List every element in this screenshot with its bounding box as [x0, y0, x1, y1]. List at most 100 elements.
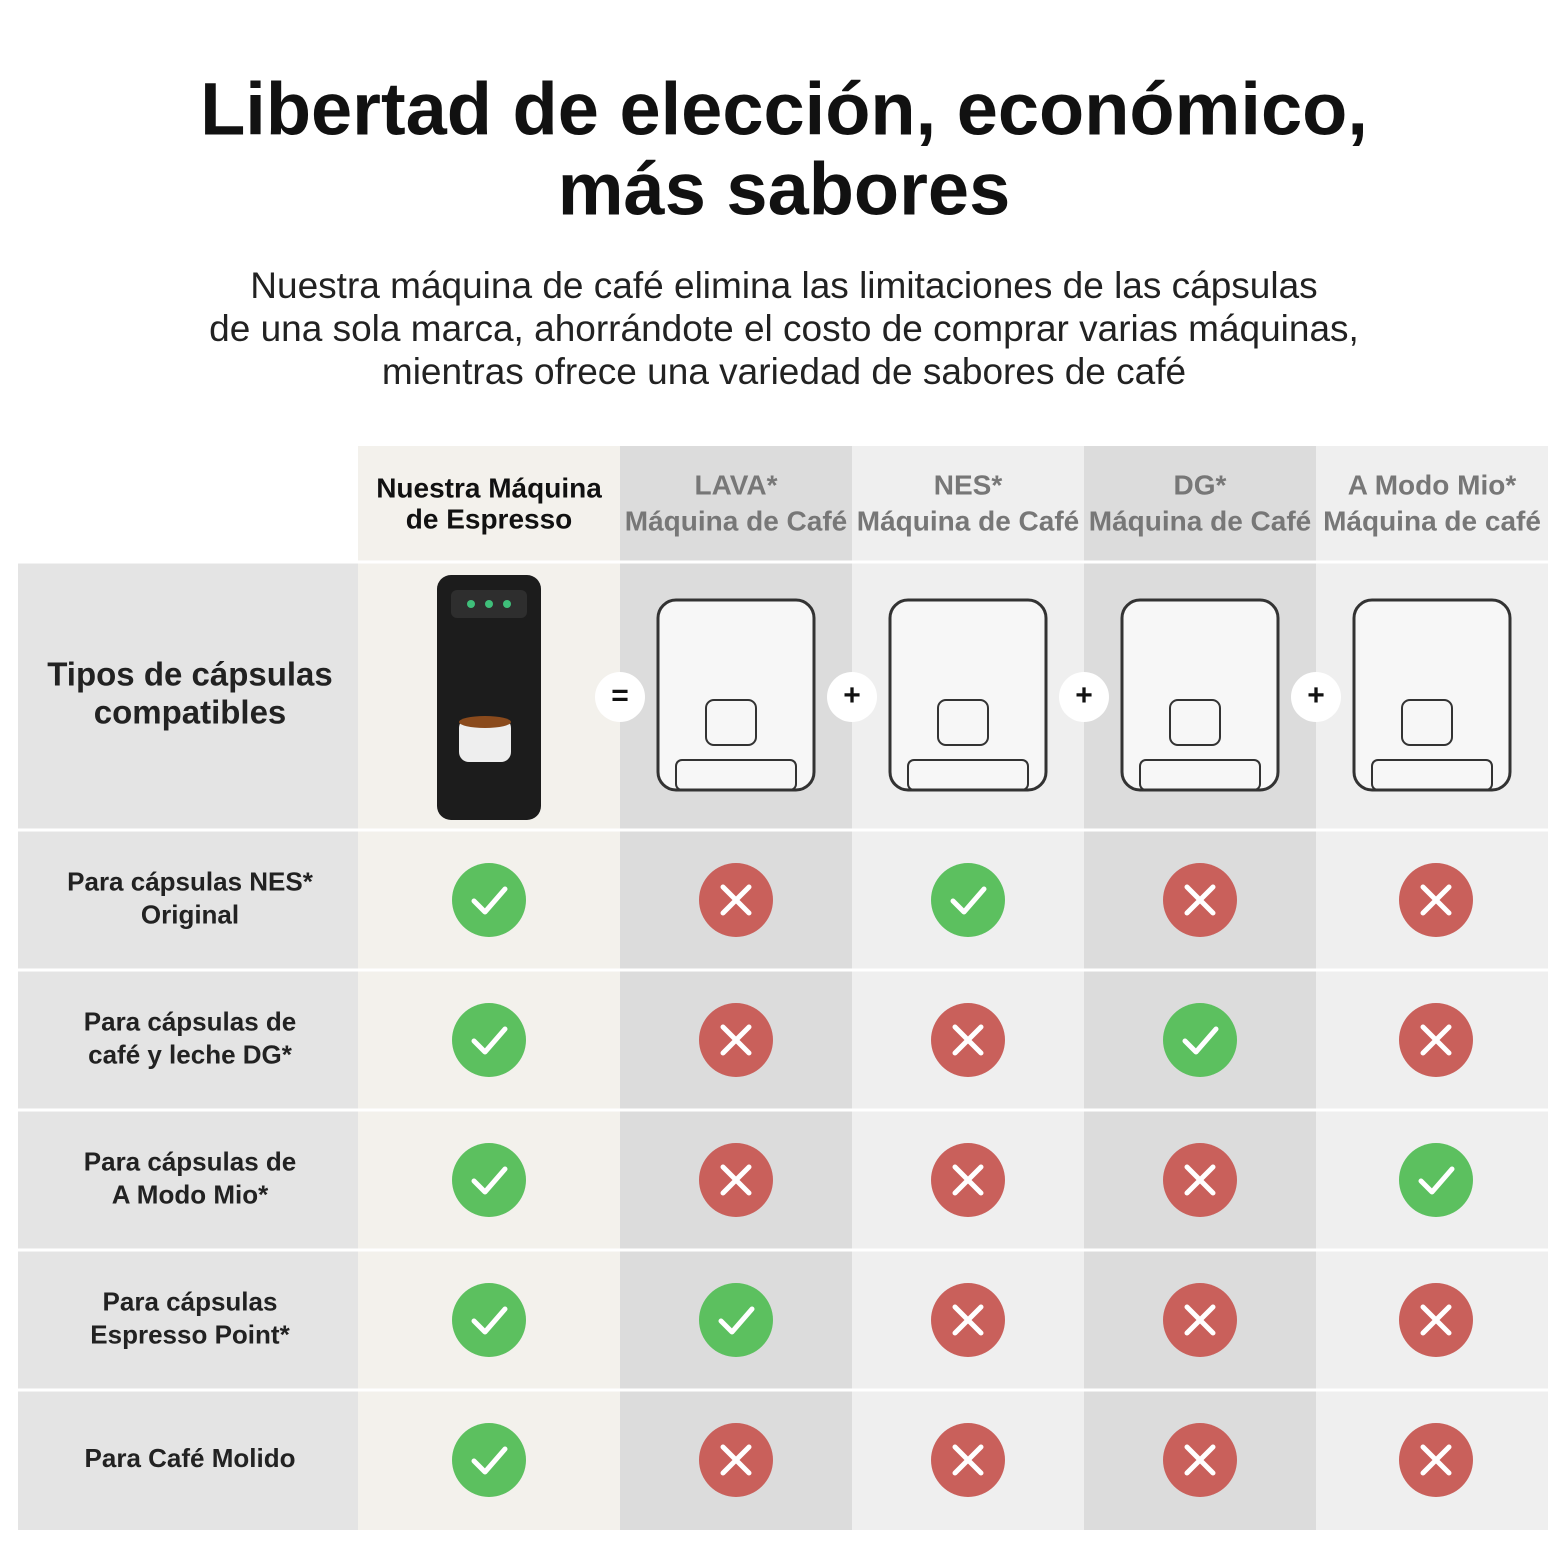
subtitle: de una sola marca, ahorrándote el costo …: [209, 308, 1359, 349]
machine-cup: [705, 699, 757, 746]
check-glyph: [471, 886, 508, 915]
title: Libertad de elección, económico,: [200, 68, 1368, 151]
row-label: Para Café Molido: [85, 1443, 296, 1473]
status-circle: [1399, 1143, 1473, 1217]
cross-mark: [931, 1283, 1005, 1357]
machine-cup: [459, 718, 511, 762]
machine-image: [1120, 598, 1280, 792]
check-glyph: [1418, 1166, 1455, 1195]
cross-glyph: [952, 1444, 984, 1476]
row-label: Original: [141, 899, 239, 929]
label-column-bg: [18, 562, 358, 1530]
row-label: Para cápsulas de: [84, 1146, 296, 1176]
subtitle: mientras ofrece una variedad de sabores …: [382, 351, 1186, 392]
machine-outline: [656, 598, 816, 792]
machine-tray: [907, 759, 1029, 791]
machine-cup: [1401, 699, 1453, 746]
machine-image: [656, 598, 816, 792]
check-mark: [452, 1423, 526, 1497]
check-mark: [1163, 1003, 1237, 1077]
machine-outline: [1120, 598, 1280, 792]
column-header: de Espresso: [406, 503, 573, 534]
check-glyph: [950, 886, 987, 915]
machine-tray: [1139, 759, 1261, 791]
row-label: Para cápsulas NES*: [67, 866, 314, 896]
cross-mark: [1163, 1283, 1237, 1357]
cross-glyph: [952, 1024, 984, 1056]
row-label: Espresso Point*: [90, 1319, 290, 1349]
check-mark: [452, 1143, 526, 1217]
machine-image: [437, 575, 541, 820]
machine-cup: [1169, 699, 1221, 746]
subtitle: Nuestra máquina de café elimina las limi…: [250, 265, 1317, 306]
check-glyph: [471, 1306, 508, 1335]
operator-bg: [595, 672, 645, 722]
image-row-label: compatibles: [94, 694, 287, 731]
operator-bg: [827, 672, 877, 722]
cross-glyph: [1420, 1444, 1452, 1476]
machine-button: [485, 600, 493, 608]
machine-button: [503, 600, 511, 608]
machine-tray: [675, 759, 797, 791]
cross-mark: [1399, 1283, 1473, 1357]
status-circle: [931, 863, 1005, 937]
cross-glyph: [1420, 1024, 1452, 1056]
cross-mark: [931, 1423, 1005, 1497]
cross-mark: [931, 1003, 1005, 1077]
cross-mark: [1399, 1003, 1473, 1077]
machine-image: [1352, 598, 1512, 792]
cross-glyph: [1184, 884, 1216, 916]
cross-mark: [1163, 1143, 1237, 1217]
machine-coffee: [459, 716, 511, 728]
status-circle: [452, 1003, 526, 1077]
cross-mark: [1163, 1423, 1237, 1497]
cross-mark: [1399, 863, 1473, 937]
machine-tray: [1371, 759, 1493, 791]
check-glyph: [718, 1306, 755, 1335]
operator: +: [1307, 679, 1325, 712]
column-header: Máquina de Café: [857, 505, 1079, 536]
cross-glyph: [952, 1164, 984, 1196]
cross-glyph: [1184, 1304, 1216, 1336]
check-glyph: [1182, 1026, 1219, 1055]
status-circle: [699, 1283, 773, 1357]
check-mark: [452, 863, 526, 937]
image-row-label: Tipos de cápsulas: [47, 656, 333, 693]
status-circle: [452, 863, 526, 937]
check-mark: [452, 1003, 526, 1077]
row-label: café y leche DG*: [88, 1039, 293, 1069]
check-mark: [452, 1283, 526, 1357]
row-label: Para cápsulas: [103, 1286, 278, 1316]
check-mark: [699, 1283, 773, 1357]
operator: +: [1075, 679, 1093, 712]
cross-glyph: [720, 884, 752, 916]
row-label: A Modo Mio*: [112, 1179, 269, 1209]
column-header: DG*: [1174, 469, 1227, 500]
cross-mark: [699, 1003, 773, 1077]
cross-mark: [699, 1423, 773, 1497]
cross-mark: [699, 1143, 773, 1217]
check-mark: [931, 863, 1005, 937]
title: más sabores: [558, 148, 1011, 231]
cross-glyph: [1420, 1304, 1452, 1336]
column-header: A Modo Mio*: [1348, 469, 1517, 500]
cross-glyph: [1184, 1164, 1216, 1196]
operator-bg: [1059, 672, 1109, 722]
cross-glyph: [952, 1304, 984, 1336]
check-glyph: [471, 1446, 508, 1475]
cross-mark: [699, 863, 773, 937]
cross-glyph: [720, 1024, 752, 1056]
cross-glyph: [1420, 884, 1452, 916]
cross-glyph: [720, 1164, 752, 1196]
column-header: LAVA*: [695, 469, 778, 500]
row-label: Para cápsulas de: [84, 1006, 296, 1036]
status-circle: [1163, 1003, 1237, 1077]
column-header: NES*: [934, 469, 1003, 500]
operator: =: [611, 679, 629, 712]
operator: +: [843, 679, 861, 712]
cross-glyph: [1184, 1444, 1216, 1476]
column-header: Nuestra Máquina: [376, 472, 602, 503]
cross-mark: [1399, 1423, 1473, 1497]
machine-outline: [888, 598, 1048, 792]
